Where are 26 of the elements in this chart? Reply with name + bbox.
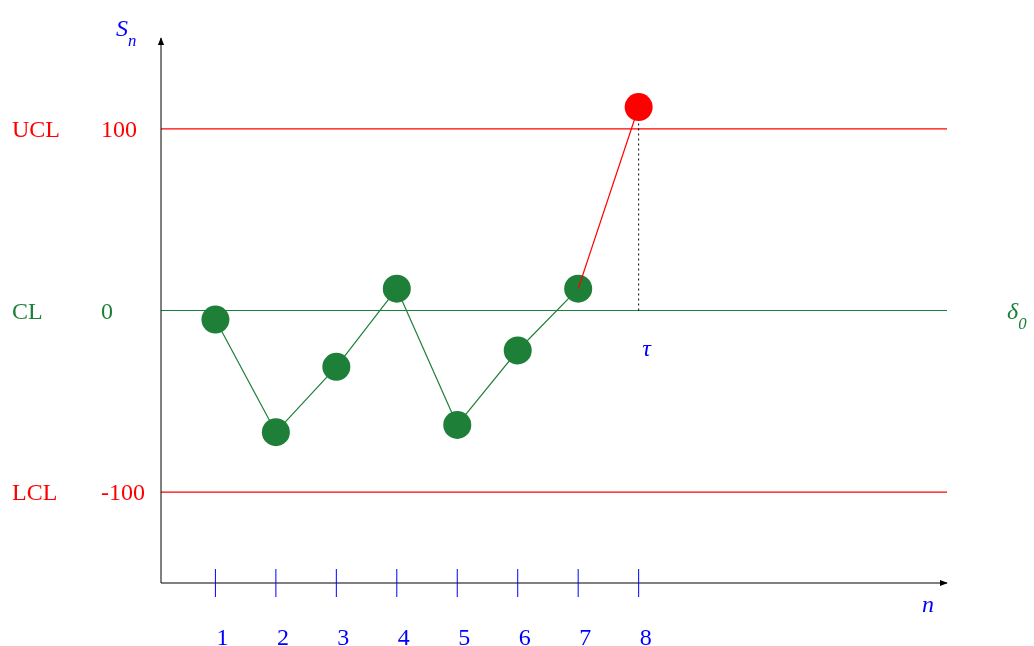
- x-tick-label: 3: [337, 624, 350, 646]
- ref-line-label: CL: [12, 297, 43, 324]
- y-tick-label: 0: [101, 297, 113, 324]
- annotation: δ$_{0}$: [1007, 297, 1028, 332]
- point: [261, 418, 290, 447]
- x-tick-label: 7: [579, 624, 592, 646]
- y-tick-label: 100: [101, 115, 137, 142]
- y-tick-label: -100: [101, 479, 145, 506]
- ref-line-label: τ: [642, 334, 653, 361]
- x-tick-label: 5: [458, 624, 471, 646]
- y-axis-title: S$_{n}$: [116, 15, 137, 50]
- x-tick-label: 1: [216, 624, 229, 646]
- point: [201, 305, 230, 334]
- x-axis-title: n: [922, 591, 934, 617]
- point: [382, 274, 411, 303]
- point: [322, 352, 351, 381]
- point: [503, 336, 532, 365]
- x-tick-label: 4: [397, 624, 410, 646]
- x-tick-label: 8: [639, 624, 652, 646]
- ref-line-label: LCL: [12, 479, 58, 506]
- point: [443, 410, 472, 439]
- x-tick-label: 2: [276, 624, 289, 646]
- x-tick-label: 6: [518, 624, 531, 646]
- point: [624, 93, 653, 122]
- point: [564, 274, 593, 303]
- ref-line-label: UCL: [12, 115, 60, 142]
